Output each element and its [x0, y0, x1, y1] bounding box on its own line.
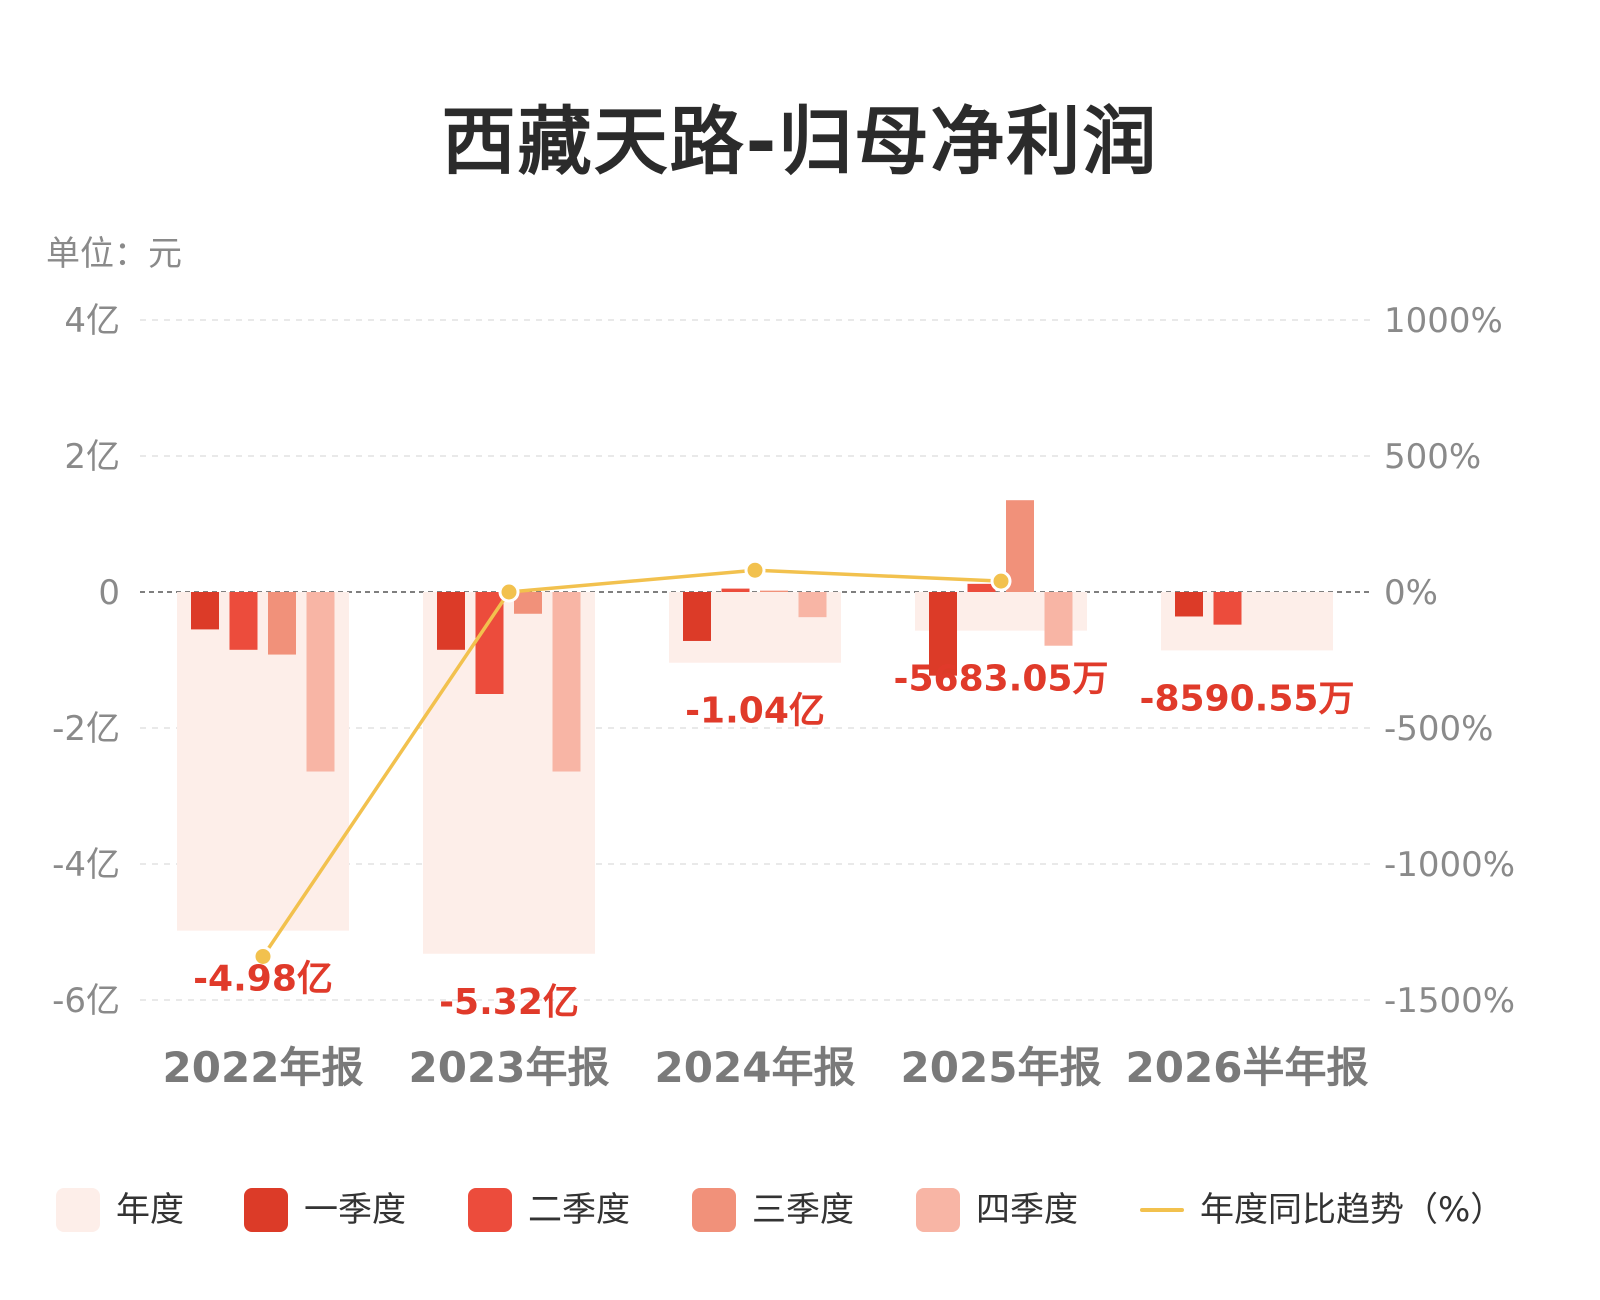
y-right-tick-label: 500%	[1384, 437, 1481, 477]
y-left-tick-label: 0	[98, 573, 120, 613]
legend-line-swatch	[1140, 1208, 1184, 1212]
y-left-tick-label: -2亿	[52, 709, 120, 749]
y-right-tick-label: -500%	[1384, 709, 1493, 749]
trend-point	[990, 570, 1012, 592]
y-right-tick-label: -1000%	[1384, 845, 1515, 885]
x-category-label: 2022年报	[163, 1043, 364, 1092]
quarter-bar-q4	[552, 592, 581, 772]
trend-line	[261, 568, 1002, 958]
y-right-tick-label: 0%	[1384, 573, 1438, 613]
trend-point	[252, 945, 274, 967]
x-category-label: 2025年报	[901, 1043, 1102, 1092]
legend-color-swatch	[468, 1188, 512, 1232]
quarter-bar-q1	[683, 592, 711, 641]
annual-value-label: -8590.55万	[1140, 678, 1355, 719]
x-category-label: 2026半年报	[1126, 1043, 1369, 1092]
annual-value-label: -5.32亿	[439, 982, 579, 1023]
y-right-tick-label: 1000%	[1384, 301, 1503, 341]
x-category-label: 2024年报	[655, 1043, 856, 1092]
quarter-bar-q2	[1213, 592, 1242, 625]
legend-color-swatch	[56, 1188, 100, 1232]
legend: 年度 一季度 二季度 三季度 四季度 年度同比趋势（%）	[56, 1180, 1556, 1240]
quarter-bar-q1	[437, 592, 465, 650]
quarter-bar-q4	[1044, 592, 1073, 646]
unit-label: 单位：元	[46, 234, 182, 274]
quarter-bar-q4	[798, 592, 827, 618]
legend-label: 年度	[116, 1190, 184, 1230]
annual-value-label: -1.04亿	[685, 691, 825, 732]
quarter-bar-q2	[721, 588, 750, 592]
y-right-tick-label: -1500%	[1384, 981, 1515, 1021]
quarter-bar-q3	[1006, 500, 1034, 592]
legend-label: 四季度	[976, 1190, 1078, 1230]
y-left-tick-label: -4亿	[52, 845, 120, 885]
y-left-tick-label: 4亿	[64, 301, 120, 341]
trend-point	[744, 559, 766, 581]
legend-label: 三季度	[752, 1190, 854, 1230]
quarter-bar-q3	[514, 592, 542, 614]
y-left-tick-label: 2亿	[64, 437, 120, 477]
trend-point	[498, 581, 520, 603]
quarter-bar-q3	[760, 590, 788, 592]
legend-color-swatch	[692, 1188, 736, 1232]
legend-label: 二季度	[528, 1190, 630, 1230]
chart-title: 西藏天路-归母净利润	[441, 99, 1159, 185]
quarter-bar-q2	[229, 592, 258, 650]
quarter-bar-q1	[929, 592, 957, 676]
legend-color-swatch	[916, 1188, 960, 1232]
legend-label: 年度同比趋势（%）	[1200, 1190, 1505, 1230]
quarter-bar-q1	[1175, 592, 1203, 617]
quarter-bar-q3	[268, 592, 296, 655]
legend-label: 一季度	[304, 1190, 406, 1230]
quarter-bar-q1	[191, 592, 219, 630]
quarter-bar-q2	[967, 583, 996, 592]
y-left-tick-label: -6亿	[52, 981, 120, 1021]
annual-value-label: -5683.05万	[894, 659, 1109, 700]
quarter-bar-q4	[306, 592, 335, 772]
legend-color-swatch	[244, 1188, 288, 1232]
x-category-label: 2023年报	[409, 1043, 610, 1092]
annual-value-label: -4.98亿	[193, 959, 333, 1000]
